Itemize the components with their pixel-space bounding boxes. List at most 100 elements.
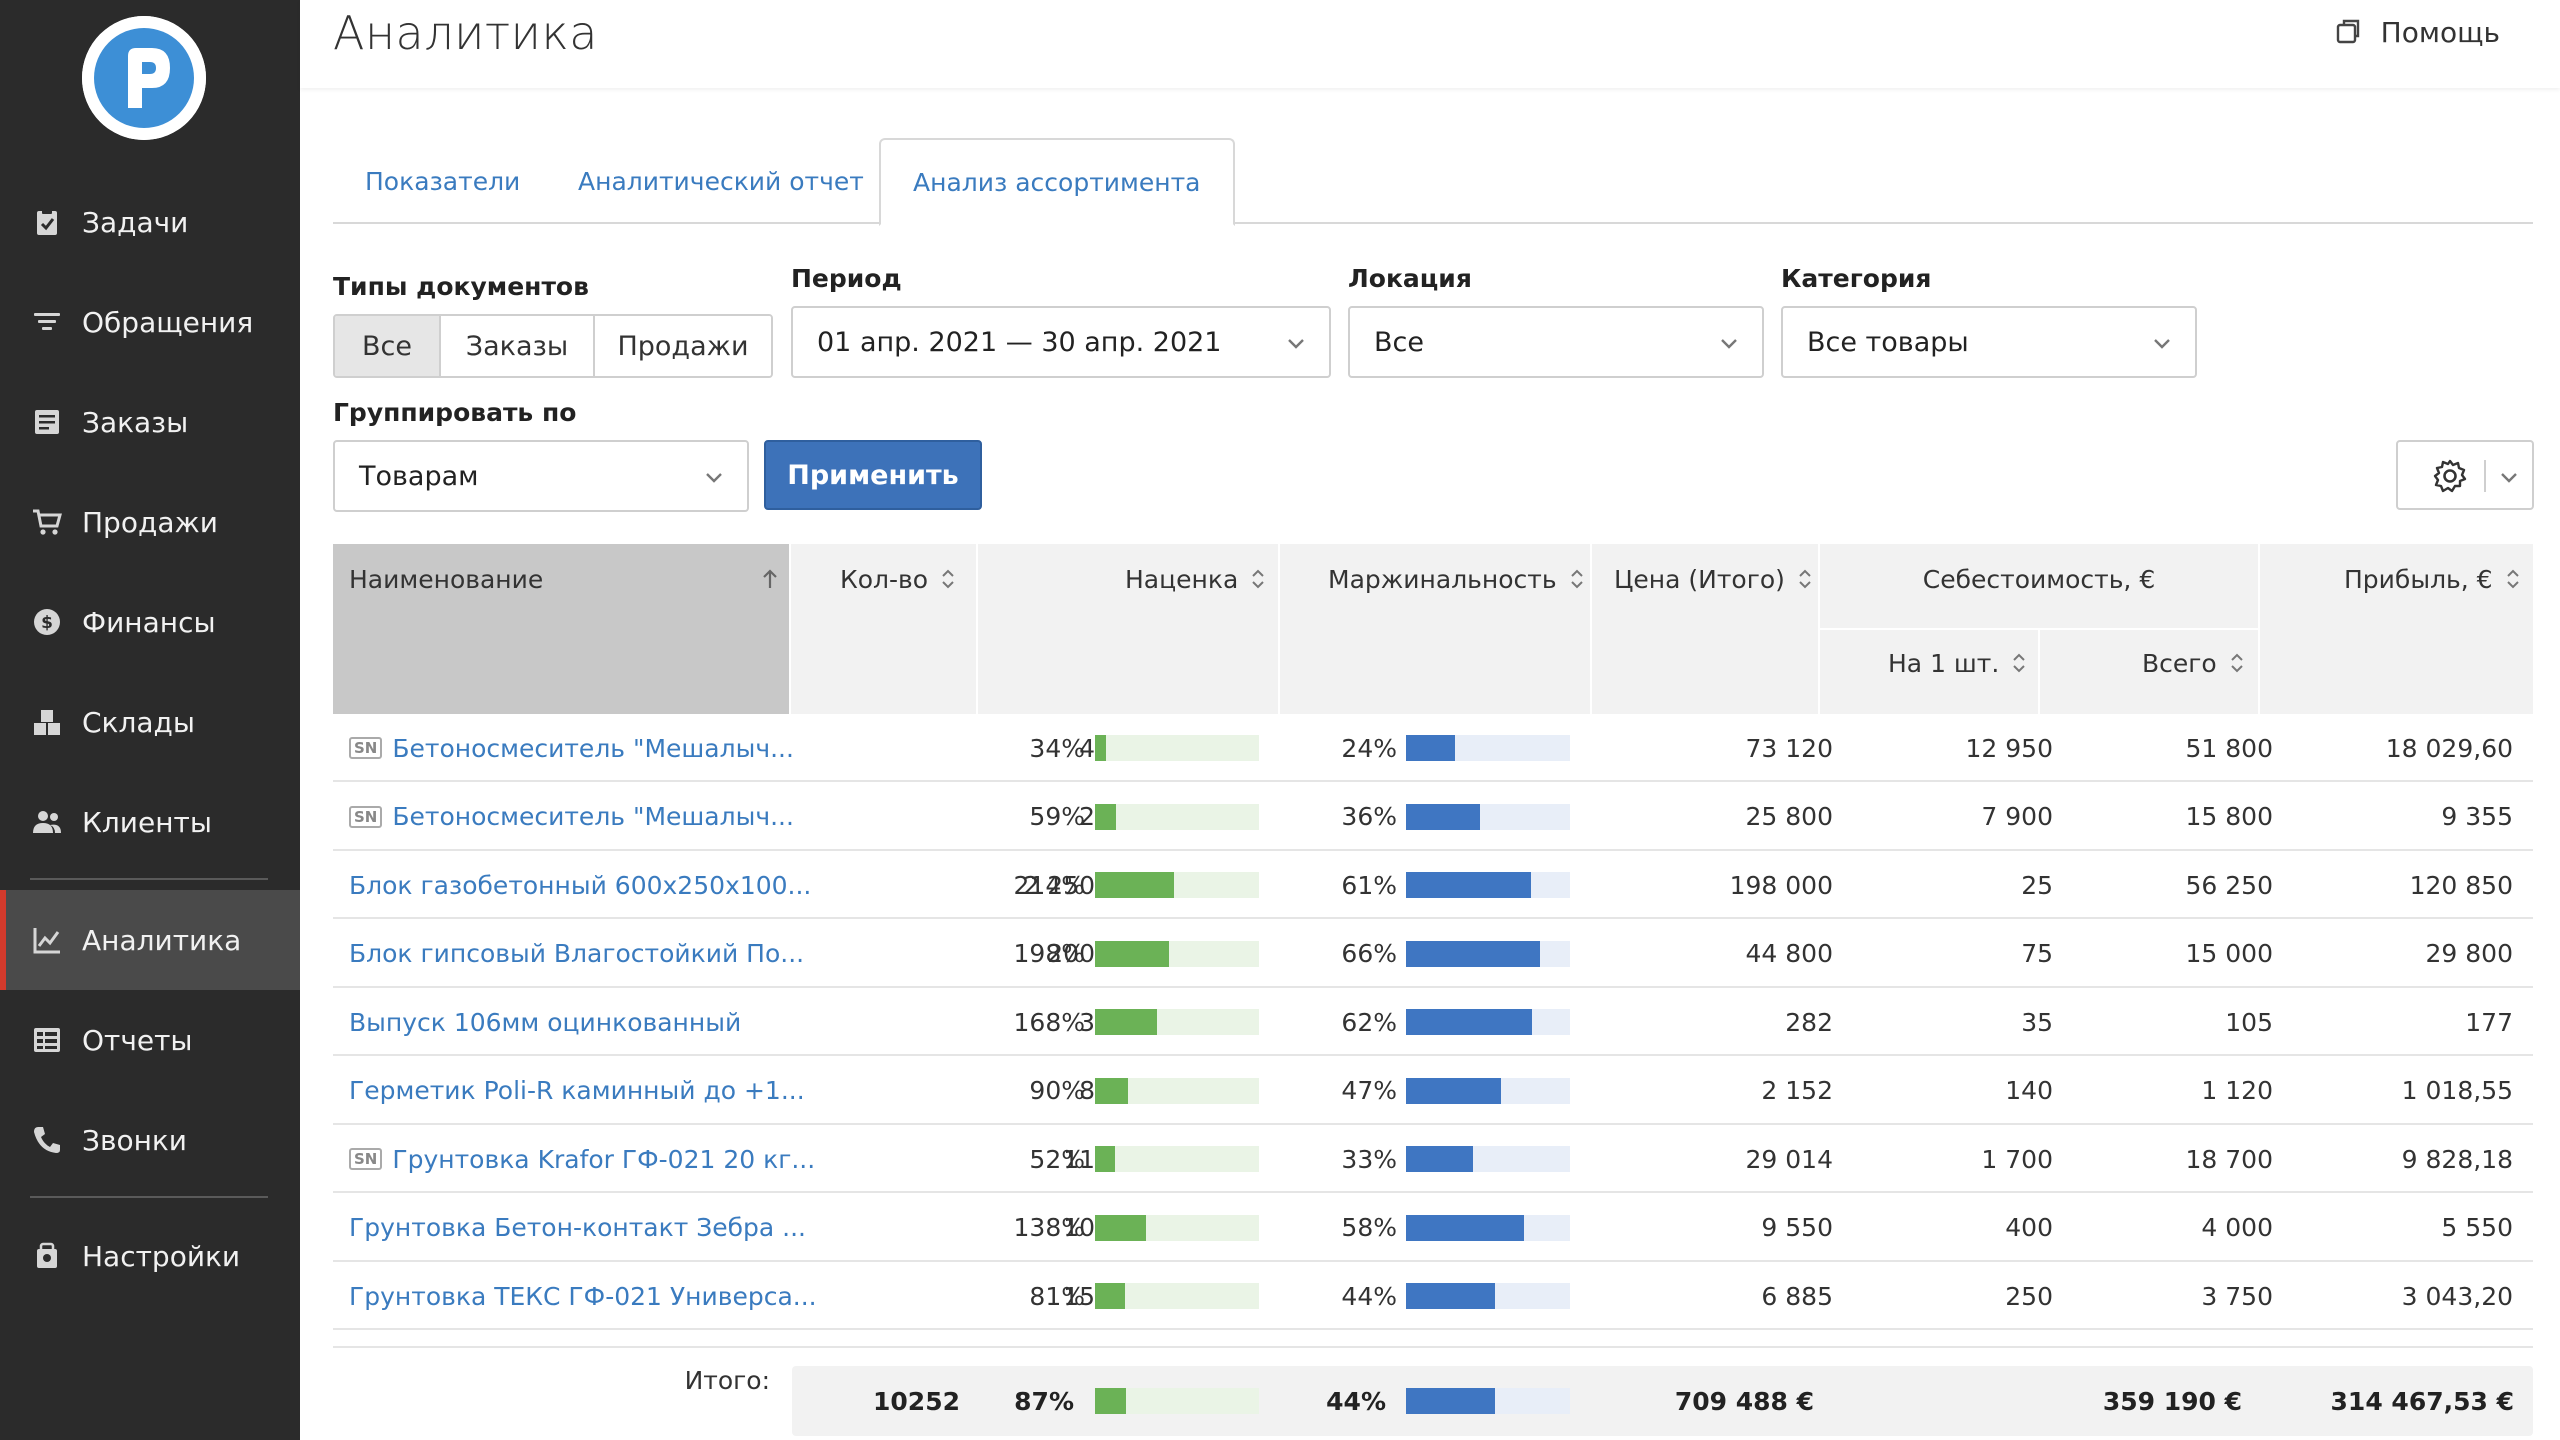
sidebar-item-settings[interactable]: Настройки bbox=[0, 1206, 300, 1306]
margin-bar bbox=[1406, 803, 1570, 830]
product-link[interactable]: Выпуск 106мм оцинкованный bbox=[349, 1007, 742, 1037]
sidebar-item-dollar-circle[interactable]: $ Финансы bbox=[0, 572, 300, 672]
markup-bar-fill bbox=[1095, 1214, 1146, 1241]
margin-column-header[interactable]: Маржинальность bbox=[1328, 562, 1585, 596]
gear-icon bbox=[2433, 459, 2467, 493]
sidebar-item-users[interactable]: Клиенты bbox=[0, 772, 300, 872]
sort-icon bbox=[1799, 569, 1811, 589]
product-link[interactable]: Грунтовка Бетон-контакт Зебра ... bbox=[349, 1213, 807, 1242]
margin-cell: 44% bbox=[1341, 1281, 1397, 1311]
product-name-cell: Блок гипсовый Влагостойкий По... bbox=[349, 920, 804, 988]
category-select[interactable]: Все товары bbox=[1781, 306, 2197, 378]
margin-bar-fill bbox=[1406, 1009, 1533, 1035]
margin-bar bbox=[1406, 1214, 1570, 1241]
price-column-header[interactable]: Цена (Итого) bbox=[1614, 562, 1813, 596]
sidebar-item-order-list[interactable]: Заказы bbox=[0, 372, 300, 472]
margin-cell: 58% bbox=[1341, 1213, 1397, 1242]
tab-assortment-analysis[interactable]: Анализ ассортимента bbox=[879, 138, 1235, 226]
margin-bar-fill bbox=[1406, 1214, 1525, 1241]
margin-bar-fill bbox=[1406, 735, 1456, 761]
sort-icon bbox=[1252, 569, 1264, 589]
cost-unit-column-header[interactable]: На 1 шт. bbox=[1888, 646, 2027, 680]
sort-icon bbox=[942, 569, 954, 589]
profit-cell: 3 043,20 bbox=[2401, 1281, 2513, 1311]
markup-cell: 168% bbox=[1013, 1007, 1085, 1037]
doc-type-orders-button[interactable]: Заказы bbox=[441, 316, 595, 376]
sidebar-item-cart[interactable]: Продажи bbox=[0, 472, 300, 572]
sidebar-item-clipboard-check[interactable]: Задачи bbox=[0, 172, 300, 272]
profit-cell: 9 828,18 bbox=[2401, 1144, 2513, 1174]
group-by-select[interactable]: Товарам bbox=[333, 440, 749, 512]
serial-number-badge-icon: SN bbox=[349, 805, 383, 828]
table-row: Блок гипсовый Влагостойкий По... 200 198% 6… bbox=[333, 920, 2533, 988]
product-link[interactable]: Герметик Poli-R каминный до +1... bbox=[349, 1076, 805, 1105]
table-row: Блок газобетонный 600х250х100... 2 250 214… bbox=[333, 851, 2533, 919]
product-link[interactable]: Бетоносмеситель "Мешалыч... bbox=[392, 802, 794, 831]
sort-icon bbox=[2013, 653, 2026, 673]
totals-qty: 10252 bbox=[873, 1386, 960, 1416]
cost-unit-header-label: На 1 шт. bbox=[1888, 648, 2000, 678]
product-name-cell: Грунтовка ТЕКС ГФ-021 Универса... bbox=[349, 1262, 817, 1330]
table-settings-button[interactable] bbox=[2396, 440, 2534, 510]
doc-type-sales-button[interactable]: Продажи bbox=[595, 316, 771, 376]
sidebar-item-chart-line[interactable]: Аналитика bbox=[0, 890, 300, 990]
product-link[interactable]: Бетоносмеситель "Мешалыч... bbox=[392, 733, 794, 763]
markup-bar-fill bbox=[1095, 1146, 1115, 1172]
product-name-cell: Грунтовка Бетон-контакт Зебра ... bbox=[349, 1194, 806, 1262]
profit-column-header[interactable]: Прибыль, € bbox=[2344, 562, 2521, 596]
cost-total-cell: 18 700 bbox=[2185, 1144, 2273, 1174]
markup-bar-fill bbox=[1095, 1283, 1125, 1309]
tab-analytic-report[interactable]: Аналитический отчет bbox=[578, 166, 864, 196]
product-link[interactable]: Блок гипсовый Влагостойкий По... bbox=[349, 939, 805, 968]
cost-total-cell: 15 800 bbox=[2185, 802, 2273, 831]
markup-bar bbox=[1095, 1283, 1259, 1309]
price-cell: 2 152 bbox=[1761, 1076, 1833, 1105]
cost-total-column-header[interactable]: Всего bbox=[2142, 646, 2245, 680]
period-value: 01 апр. 2021 — 30 апр. 2021 bbox=[817, 326, 1222, 358]
group-by-label: Группировать по bbox=[333, 398, 577, 427]
sidebar-item-filter-lines[interactable]: Обращения bbox=[0, 272, 300, 372]
category-label: Категория bbox=[1781, 264, 1932, 293]
sidebar-item-report-grid[interactable]: Отчеты bbox=[0, 990, 300, 1090]
cost-unit-cell: 400 bbox=[2005, 1213, 2053, 1242]
price-cell: 25 800 bbox=[1745, 802, 1833, 831]
qty-column-header[interactable]: Кол-во bbox=[840, 562, 956, 596]
sort-asc-icon bbox=[763, 569, 777, 588]
tab-indicators[interactable]: Показатели bbox=[365, 166, 521, 196]
app-logo[interactable] bbox=[82, 16, 206, 140]
serial-number-badge-icon: SN bbox=[349, 737, 383, 759]
location-select[interactable]: Все bbox=[1348, 306, 1764, 378]
totals-markup: 87% bbox=[1014, 1386, 1074, 1416]
margin-bar-fill bbox=[1406, 1283, 1495, 1309]
period-select[interactable]: 01 апр. 2021 — 30 апр. 2021 bbox=[791, 306, 1331, 378]
product-link[interactable]: Грунтовка ТЕКС ГФ-021 Универса... bbox=[349, 1281, 817, 1311]
name-column-header[interactable]: Наименование bbox=[349, 562, 779, 596]
markup-column-header[interactable]: Наценка bbox=[1125, 562, 1266, 596]
margin-bar-fill bbox=[1406, 872, 1531, 898]
qty-cell: 10 bbox=[1063, 1213, 1095, 1242]
product-link[interactable]: Грунтовка Krafor ГФ-021 20 кг... bbox=[392, 1144, 816, 1174]
product-link[interactable]: Блок газобетонный 600х250х100... bbox=[349, 870, 812, 900]
apply-button[interactable]: Применить bbox=[764, 440, 982, 510]
group-by-value: Товарам bbox=[359, 460, 479, 492]
qty-cell: 200 bbox=[1047, 939, 1095, 968]
margin-bar-fill bbox=[1406, 803, 1480, 830]
sidebar-item-phone[interactable]: Звонки bbox=[0, 1090, 300, 1190]
column-divider bbox=[1278, 544, 1280, 714]
cost-unit-cell: 75 bbox=[2021, 939, 2053, 968]
sort-icon bbox=[1570, 569, 1583, 589]
totals-row: 10252 87% 44% 709 488 € 359 190 € 314 46… bbox=[792, 1366, 2533, 1436]
sidebar-item-boxes[interactable]: Склады bbox=[0, 672, 300, 772]
profit-cell: 120 850 bbox=[2409, 870, 2513, 900]
markup-bar bbox=[1095, 1146, 1259, 1172]
table-row: SN Грунтовка Krafor ГФ-021 20 кг... 11 52% 3… bbox=[333, 1125, 2533, 1193]
markup-bar-fill bbox=[1095, 803, 1117, 830]
margin-bar bbox=[1406, 940, 1570, 967]
sidebar-item-label: Звонки bbox=[82, 1123, 187, 1157]
cost-total-cell: 3 750 bbox=[2201, 1281, 2273, 1311]
margin-bar-fill bbox=[1406, 1077, 1502, 1104]
help-link[interactable]: Помощь bbox=[2333, 16, 2500, 49]
sidebar-item-label: Настройки bbox=[82, 1239, 241, 1273]
doc-type-all-button[interactable]: Все bbox=[335, 316, 441, 376]
order-list-icon bbox=[30, 405, 64, 439]
